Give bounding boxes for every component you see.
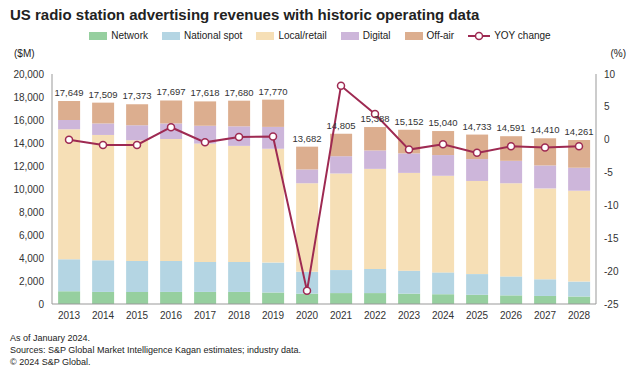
svg-text:2019: 2019 — [262, 310, 285, 321]
svg-text:2013: 2013 — [58, 310, 81, 321]
svg-text:14,410: 14,410 — [530, 124, 559, 135]
svg-text:17,373: 17,373 — [122, 90, 151, 101]
svg-text:-15: -15 — [604, 233, 619, 244]
svg-text:0: 0 — [604, 134, 610, 145]
svg-text:0: 0 — [38, 299, 44, 310]
svg-text:14,591: 14,591 — [496, 122, 525, 133]
svg-text:17,509: 17,509 — [88, 89, 117, 100]
svg-text:2026: 2026 — [500, 310, 523, 321]
svg-text:10: 10 — [604, 69, 616, 80]
html-text:National spot: National spot — [184, 30, 243, 41]
svg-text:10,000: 10,000 — [13, 184, 44, 195]
svg-text:-5: -5 — [604, 167, 613, 178]
html-text:Local/retail: Local/retail — [278, 30, 327, 41]
svg-text:18,000: 18,000 — [13, 92, 44, 103]
html-text:Network: Network — [111, 30, 148, 41]
html-text:YOY change: YOY change — [494, 30, 551, 41]
html-text:($M): ($M) — [14, 48, 35, 59]
svg-text:15,040: 15,040 — [428, 117, 457, 128]
svg-text:8,000: 8,000 — [19, 207, 44, 218]
svg-text:2014: 2014 — [92, 310, 115, 321]
svg-text:-10: -10 — [604, 200, 619, 211]
svg-text:2018: 2018 — [228, 310, 251, 321]
svg-text:-25: -25 — [604, 299, 619, 310]
svg-text:13,682: 13,682 — [292, 133, 321, 144]
html-text:© 2024 S&P Global.: © 2024 S&P Global. — [10, 357, 91, 367]
svg-text:14,000: 14,000 — [13, 138, 44, 149]
svg-text:2020: 2020 — [296, 310, 319, 321]
svg-text:5: 5 — [604, 101, 610, 112]
html-text:US radio station advertising r: US radio station advertising revenues wi… — [10, 6, 480, 23]
svg-text:15,388: 15,388 — [360, 113, 389, 124]
svg-text:2017: 2017 — [194, 310, 217, 321]
svg-text:6,000: 6,000 — [19, 230, 44, 241]
svg-text:2015: 2015 — [126, 310, 149, 321]
svg-text:15,152: 15,152 — [394, 116, 423, 127]
svg-text:20,000: 20,000 — [13, 69, 44, 80]
svg-text:14,805: 14,805 — [326, 120, 355, 131]
html-text:Off-air: Off-air — [426, 30, 455, 41]
svg-text:12,000: 12,000 — [13, 161, 44, 172]
svg-text:17,680: 17,680 — [224, 87, 253, 98]
svg-text:16,000: 16,000 — [13, 115, 44, 126]
svg-text:17,618: 17,618 — [190, 87, 219, 98]
svg-text:2016: 2016 — [160, 310, 183, 321]
svg-text:17,770: 17,770 — [258, 86, 287, 97]
svg-text:17,649: 17,649 — [54, 87, 83, 98]
html-text:Digital: Digital — [362, 30, 391, 41]
svg-text:14,733: 14,733 — [462, 121, 491, 132]
svg-text:2024: 2024 — [432, 310, 455, 321]
svg-text:2022: 2022 — [364, 310, 387, 321]
svg-text:-20: -20 — [604, 266, 619, 277]
svg-text:14,261: 14,261 — [564, 126, 593, 137]
svg-text:17,697: 17,697 — [156, 86, 185, 97]
svg-text:2023: 2023 — [398, 310, 421, 321]
svg-text:2021: 2021 — [330, 310, 353, 321]
html-text:Sources: S&P Global Market Int: Sources: S&P Global Market Intelligence … — [10, 345, 301, 355]
svg-text:2,000: 2,000 — [19, 276, 44, 287]
html-text:As of January 2024.: As of January 2024. — [10, 333, 91, 343]
svg-text:4,000: 4,000 — [19, 253, 44, 264]
svg-text:2028: 2028 — [568, 310, 591, 321]
svg-text:2027: 2027 — [534, 310, 557, 321]
svg-text:2025: 2025 — [466, 310, 489, 321]
